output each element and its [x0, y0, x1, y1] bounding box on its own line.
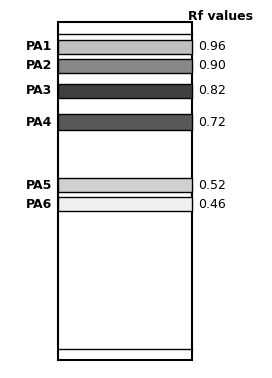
Bar — [58, 197, 192, 211]
Text: PA1: PA1 — [26, 40, 52, 53]
Text: PA5: PA5 — [26, 179, 52, 192]
Bar — [58, 40, 192, 54]
Bar — [58, 84, 192, 98]
Text: 0.72: 0.72 — [198, 116, 226, 129]
Text: 0.46: 0.46 — [198, 198, 226, 211]
Bar — [58, 59, 192, 73]
Text: 0.52: 0.52 — [198, 179, 226, 192]
Text: 0.90: 0.90 — [198, 59, 226, 72]
Bar — [58, 114, 192, 130]
Text: PA6: PA6 — [26, 198, 52, 211]
Text: 0.82: 0.82 — [198, 84, 226, 97]
Text: 0.96: 0.96 — [198, 40, 226, 53]
Bar — [58, 178, 192, 192]
Text: PA4: PA4 — [26, 116, 52, 129]
Text: PA3: PA3 — [26, 84, 52, 97]
Text: Rf values: Rf values — [187, 10, 252, 23]
Text: PA2: PA2 — [26, 59, 52, 72]
Bar — [58, 22, 192, 360]
